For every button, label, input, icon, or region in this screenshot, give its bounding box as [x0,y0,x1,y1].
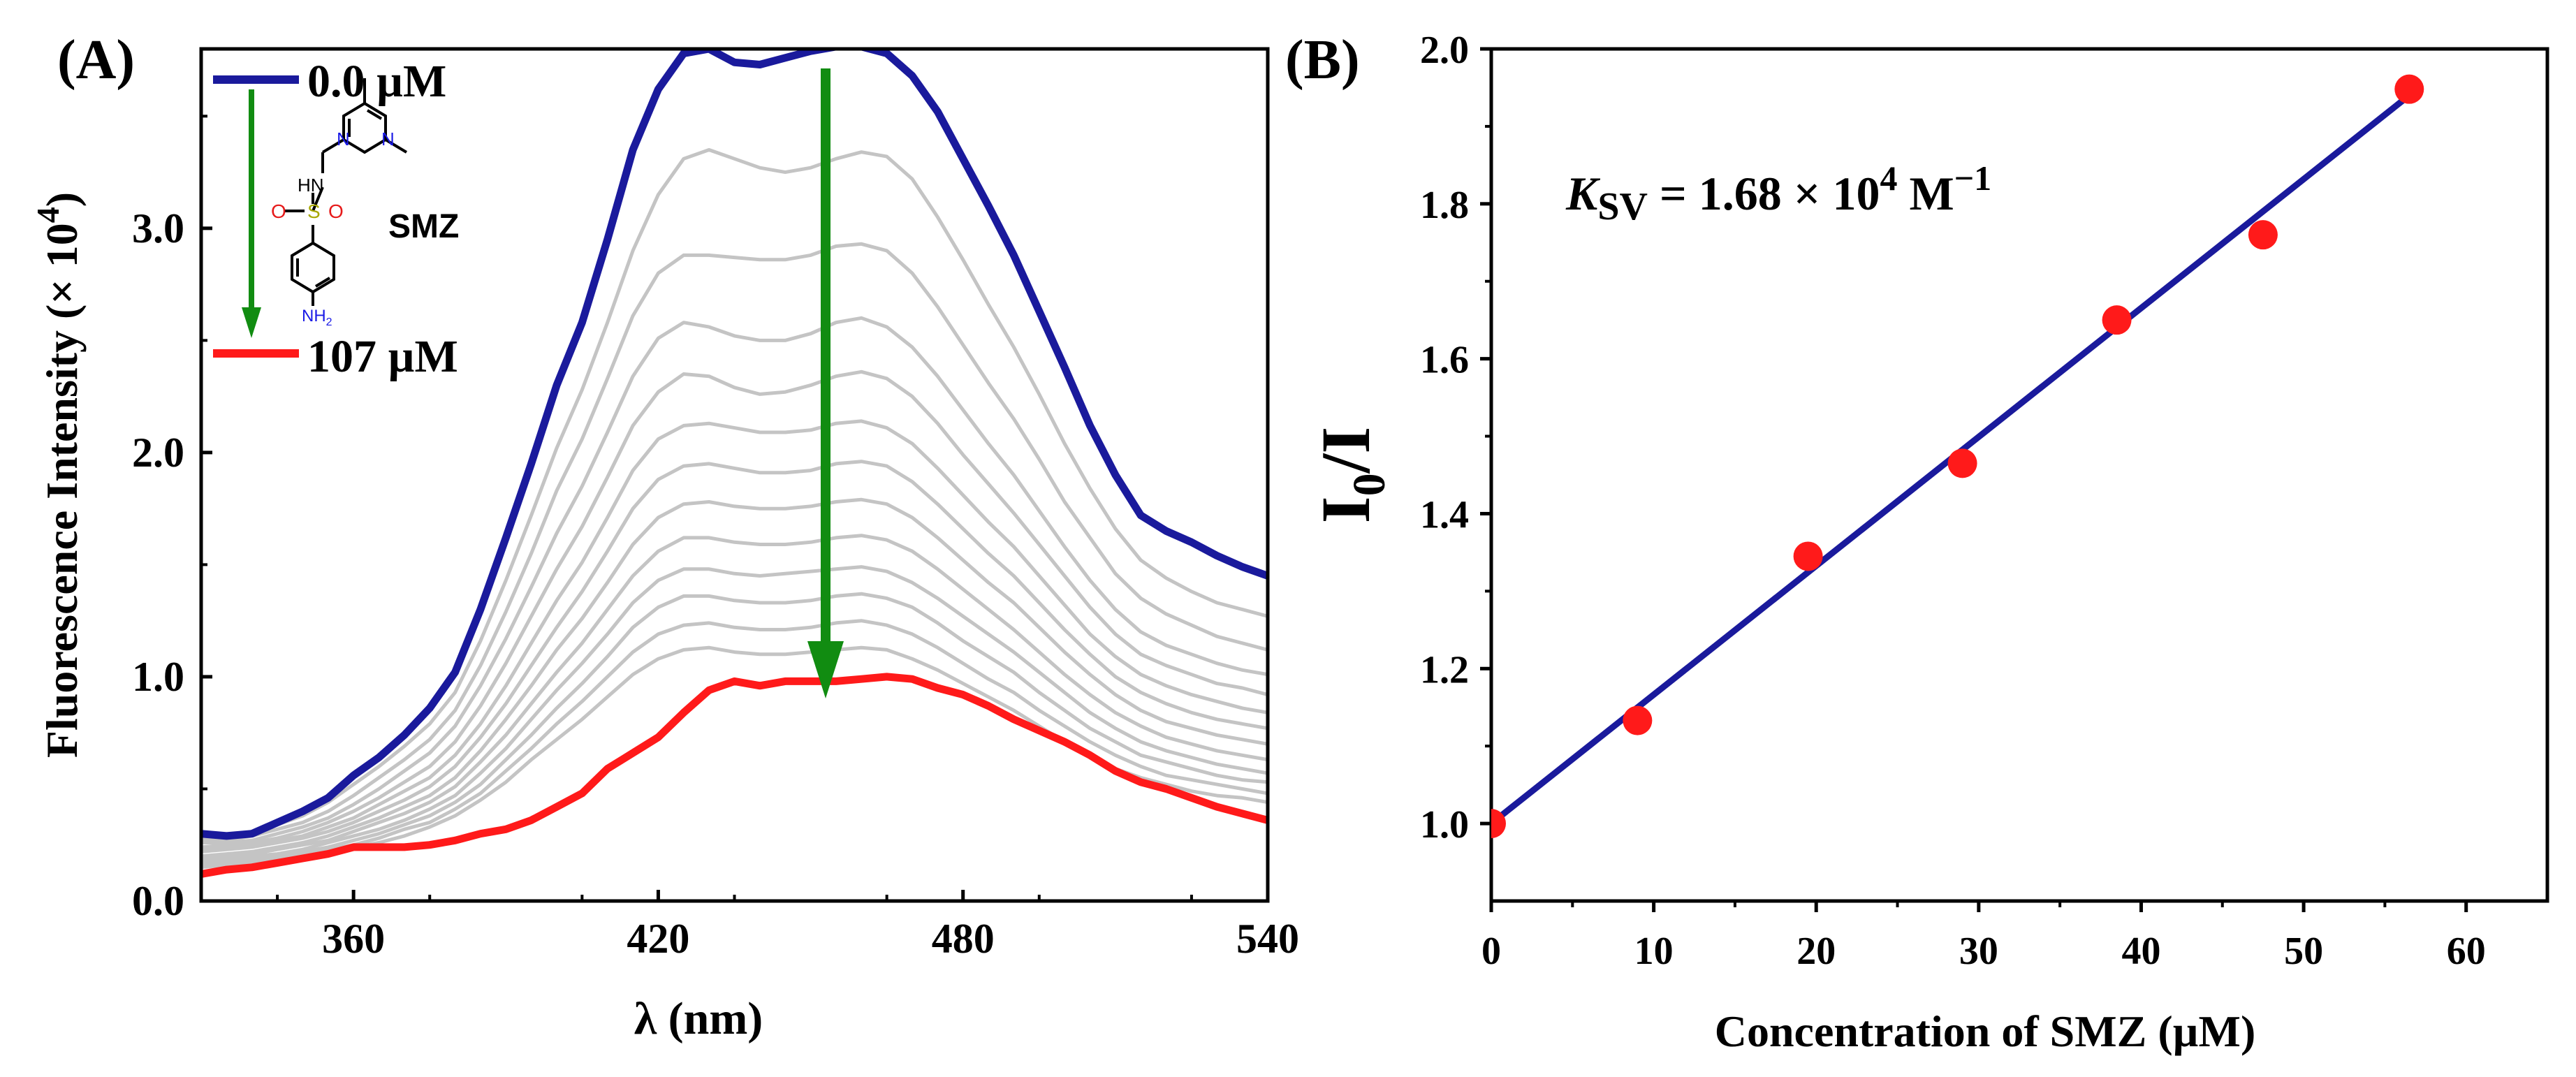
b-xtick-label: 10 [1634,930,1674,973]
spectrum-107uM [201,673,1268,878]
a-xtick-label: 360 [322,916,385,962]
a-ytick-label: 2.0 [132,430,184,476]
b-xtick-label: 60 [2447,930,2486,973]
data-point [2248,220,2278,250]
panel-b-plot [1491,74,2424,839]
atom-n-right: N [381,129,395,149]
compound-label: SMZ [388,208,459,245]
atom-o-left: O [271,200,286,222]
b-ytick-label: 1.6 [1420,339,1469,382]
smz-structure [284,78,408,306]
atom-n-left: N [337,129,350,149]
spectrum-intermediate-2 [201,242,1268,842]
spectrum-intermediate-11 [201,619,1268,867]
spectrum-intermediate-4 [201,369,1268,849]
smz-structure-labels: HN S O O N N NH2 SMZ [271,129,459,328]
b-ytick-label: 1.8 [1420,184,1469,227]
ksv-annotation: KSV = 1.68 × 104 M−1 [1565,159,1991,228]
a-xtick-label: 540 [1236,916,1299,962]
data-point [1491,809,1506,839]
spectrum-intermediate-7 [201,497,1268,858]
spectrum-intermediate-10 [201,592,1268,865]
panel-b: (B) 0 10 20 30 40 50 60 1.0 1.2 1.4 1.6 1.8 2.0 KSV … [1285,29,2549,1056]
a-ytick-label: 1.0 [132,654,184,700]
data-point [2102,305,2132,335]
b-xtick-label: 20 [1796,930,1836,973]
panel-b-ticks: 0 10 20 30 40 50 60 1.0 1.2 1.4 1.6 1.8 2.0 [1420,29,2486,973]
a-ytick-label: 3.0 [132,205,184,251]
atom-o-right: O [328,200,344,222]
spectrum-intermediate-8 [201,534,1268,860]
spectrum-intermediate-5 [201,419,1268,851]
legend-label-bottom: 107 µM [307,331,458,382]
pyrimidine-ring [342,101,387,154]
panel-a-curves [201,49,1268,878]
panel-a-label: (A) [57,29,135,91]
b-ytick-label: 1.4 [1420,493,1469,536]
spectrum-0uM [201,49,1268,840]
atom-hn: HN [298,175,324,196]
b-ytick-label: 1.0 [1420,803,1469,847]
b-xtick-label: 40 [2121,930,2160,973]
b-xtick-label: 0 [1481,930,1501,973]
data-point [1793,541,1823,571]
panel-a-ylabel: Fluorescence Intensity (× 104) [30,192,87,758]
atom-nh2: NH2 [302,307,332,328]
b-xtick-label: 50 [2284,930,2323,973]
panel-b-xlabel: Concentration of SMZ (µM) [1715,1006,2256,1056]
panel-b-frame [1489,47,2549,903]
data-point [2394,74,2424,104]
panel-b-label: (B) [1285,29,1360,91]
atom-s: S [307,200,321,222]
a-xtick-label: 420 [627,916,689,962]
panel-a-legend: 0.0 µM 107 µM [213,56,458,382]
spectrum-intermediate-9 [201,565,1268,863]
data-point [1623,705,1653,735]
legend-label-top: 0.0 µM [307,56,446,107]
legend-small-arrow-head [242,307,261,338]
data-point [1947,448,1977,478]
panel-a-xlabel: λ (nm) [634,993,763,1044]
spectrum-intermediate-3 [201,316,1268,844]
b-ytick-label: 2.0 [1420,29,1469,72]
b-ytick-label: 1.2 [1420,648,1469,691]
panel-a-ticks: 360 420 480 540 0.0 1.0 2.0 3.0 [132,115,1299,962]
spectrum-intermediate-6 [201,460,1268,853]
panel-b-ylabel: I0/I [1307,427,1395,524]
quench-arrow-head [807,641,844,698]
a-ytick-label: 0.0 [132,878,184,924]
spectrum-intermediate-1 [201,148,1268,840]
panel-a: (A) 0.0 µM 107 µM [30,29,1299,1044]
b-xtick-label: 30 [1959,930,1998,973]
a-xtick-label: 480 [932,916,995,962]
